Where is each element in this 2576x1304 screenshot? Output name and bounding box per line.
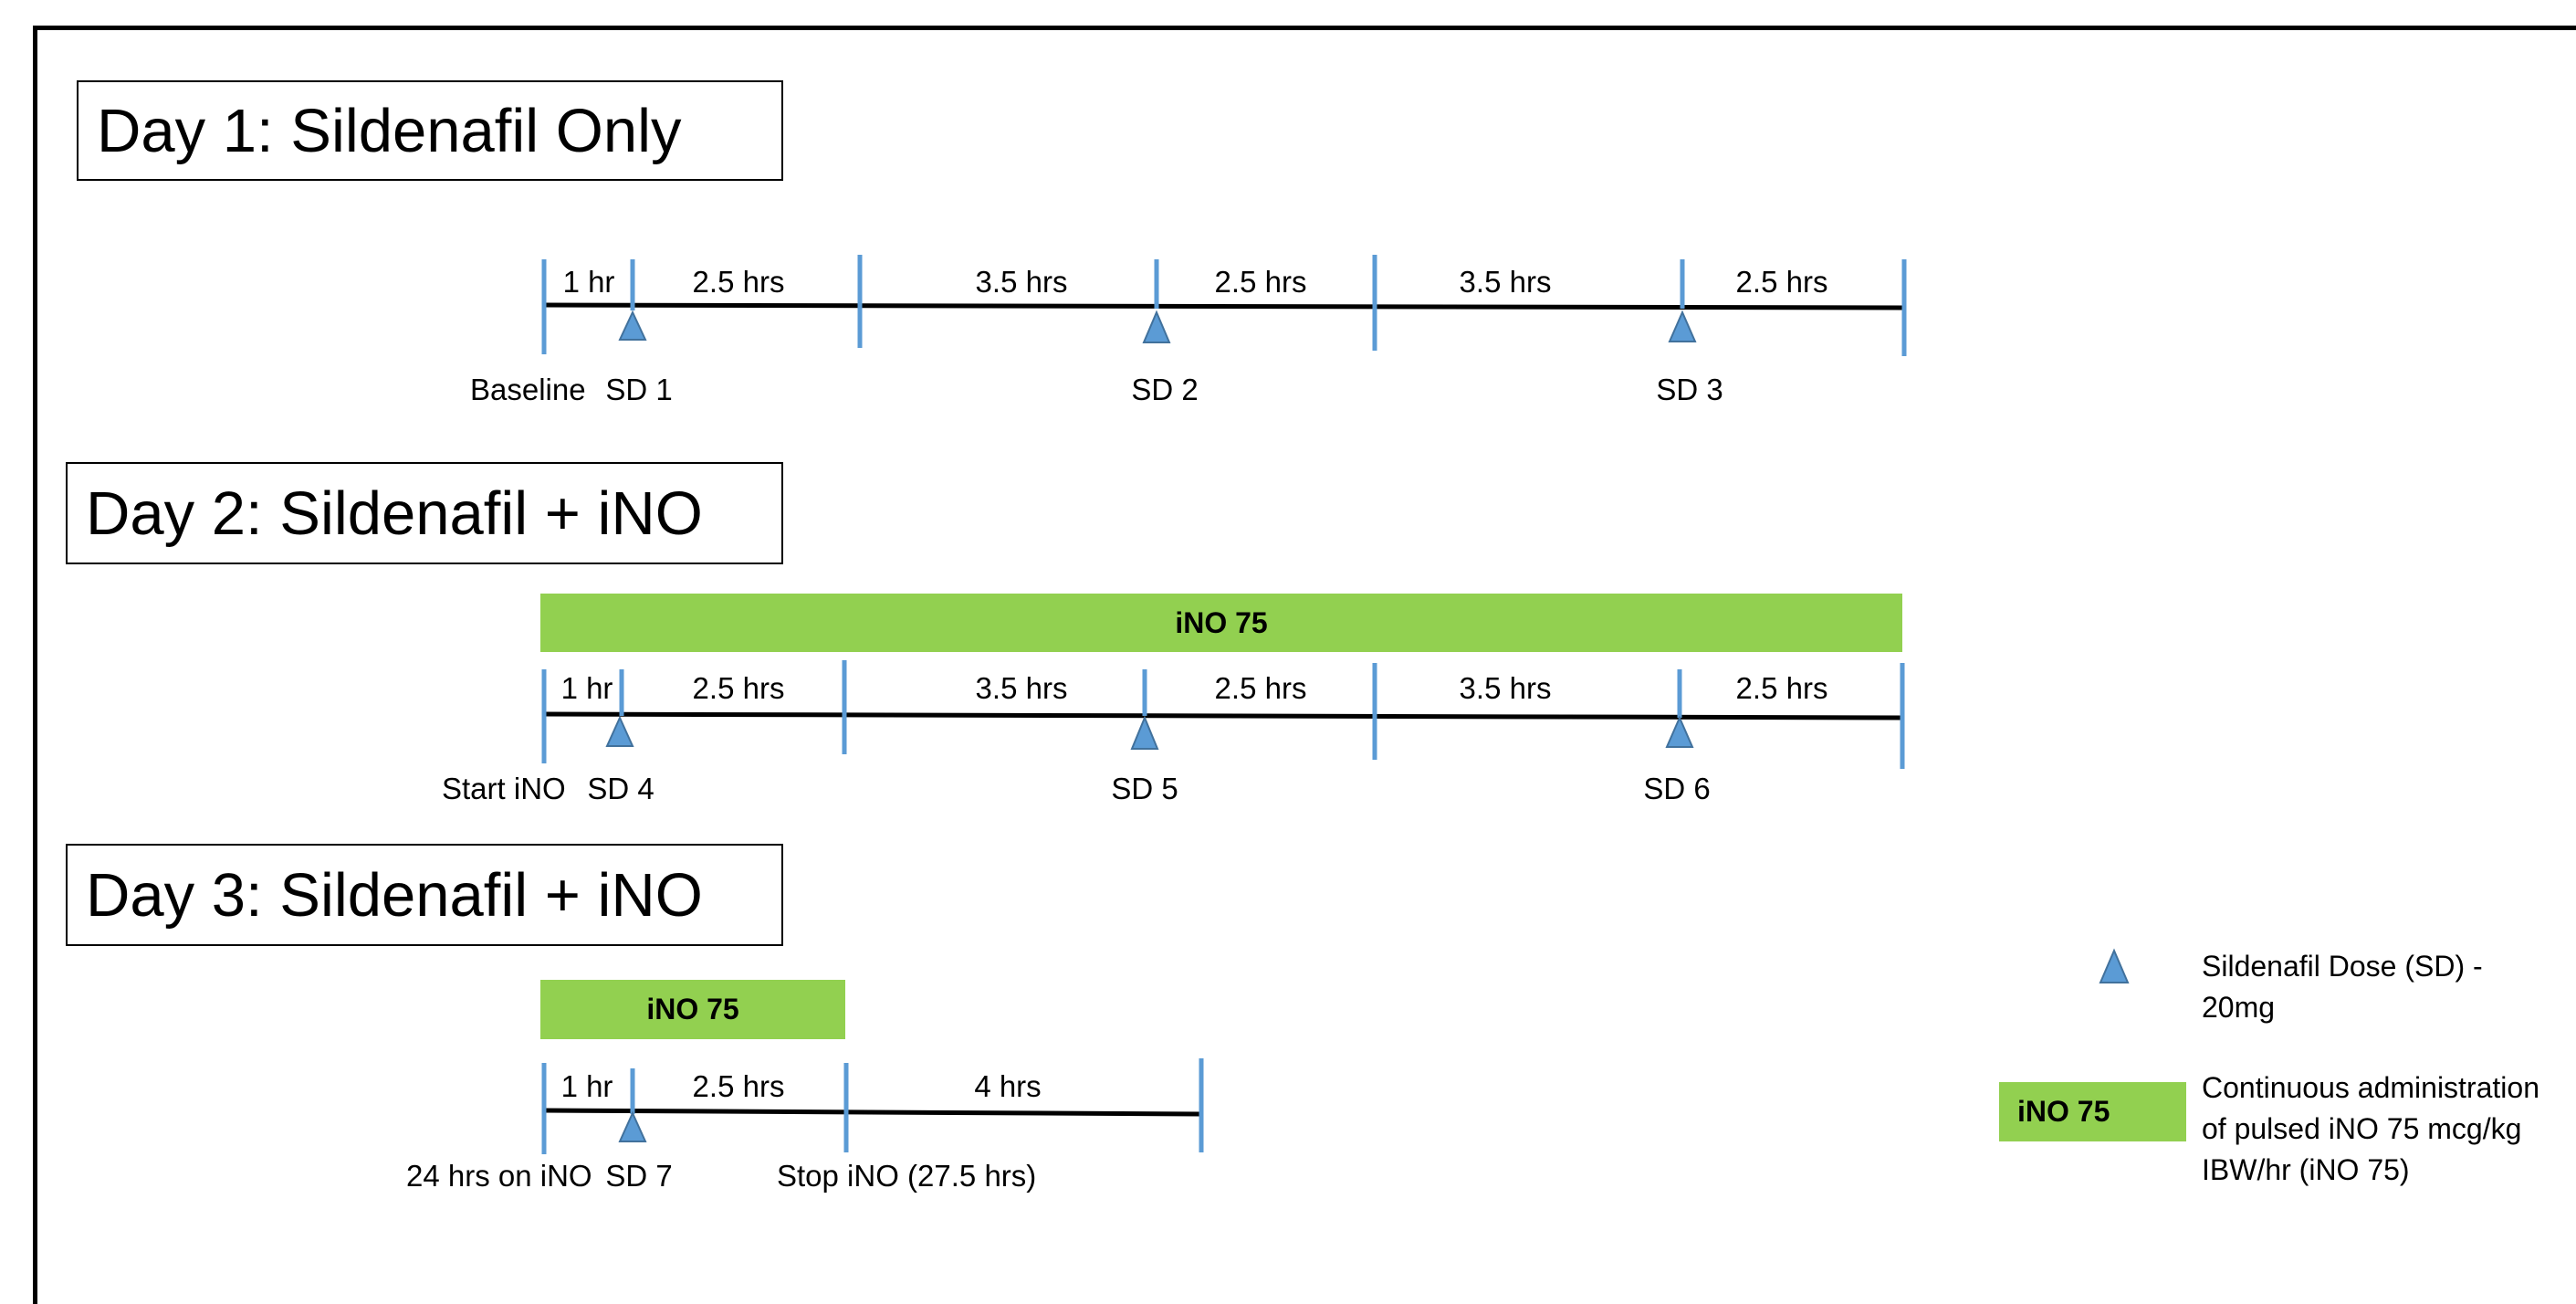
day1-sd3-label: SD 3 bbox=[1656, 373, 1723, 406]
day1-axis-line bbox=[543, 302, 1905, 310]
day1-sd1-triangle bbox=[618, 310, 647, 341]
day2-axis-line bbox=[543, 711, 1905, 720]
day3-axis-line bbox=[543, 1108, 1202, 1117]
day3-segment-3: 4 hrs bbox=[974, 1069, 1042, 1103]
day3-title: Day 3: Sildenafil + iNO bbox=[66, 844, 783, 946]
day2-segment-6: 2.5 hrs bbox=[1735, 671, 1828, 705]
day2-segment-4: 2.5 hrs bbox=[1214, 671, 1307, 705]
day1-segment-2: 2.5 hrs bbox=[692, 265, 785, 299]
day1-segment-3: 3.5 hrs bbox=[975, 265, 1068, 299]
day3-timeline bbox=[541, 1058, 1204, 1154]
day3-start-label: 24 hrs on iNO bbox=[406, 1159, 592, 1193]
legend-ino-text: Continuous administration of pulsed iNO … bbox=[2202, 1071, 2539, 1186]
day2-title: Day 2: Sildenafil + iNO bbox=[66, 462, 783, 564]
day2-start-ino-label: Start iNO bbox=[442, 772, 566, 805]
day3-segment-2: 2.5 hrs bbox=[692, 1069, 785, 1103]
day1-segment-6: 2.5 hrs bbox=[1735, 265, 1828, 299]
day2-sd4-triangle bbox=[605, 715, 634, 747]
day2-sd4-label: SD 4 bbox=[587, 772, 654, 805]
day3-sd7-label: SD 7 bbox=[605, 1159, 673, 1193]
day2-timeline bbox=[541, 660, 1905, 769]
day2-sd6-triangle bbox=[1665, 715, 1694, 748]
day1-title: Day 1: Sildenafil Only bbox=[77, 80, 783, 181]
day3-sd7-triangle bbox=[618, 1110, 647, 1142]
day2-sd6-label: SD 6 bbox=[1643, 772, 1711, 805]
day1-sd2-label: SD 2 bbox=[1131, 373, 1199, 406]
day2-segment-5: 3.5 hrs bbox=[1459, 671, 1552, 705]
day3-stop-ino-label: Stop iNO (27.5 hrs) bbox=[777, 1159, 1037, 1193]
day2-segment-2: 2.5 hrs bbox=[692, 671, 785, 705]
day1-sd1-label: SD 1 bbox=[605, 373, 673, 406]
day1-baseline-label: Baseline bbox=[470, 373, 586, 406]
day3-ino-bar: iNO 75 bbox=[540, 980, 845, 1039]
legend-ino-swatch: iNO 75 bbox=[1999, 1082, 2186, 1141]
legend-triangle-icon bbox=[2099, 948, 2130, 983]
day1-sd2-triangle bbox=[1142, 310, 1171, 343]
day1-timeline bbox=[541, 255, 1907, 356]
day1-segment-4: 2.5 hrs bbox=[1214, 265, 1307, 299]
day1-segment-5: 3.5 hrs bbox=[1459, 265, 1552, 299]
day3-segment-1: 1 hr bbox=[560, 1069, 613, 1103]
day2-segment-1: 1 hr bbox=[560, 671, 613, 705]
diagram-frame bbox=[33, 26, 2576, 1304]
day1-segment-1: 1 hr bbox=[562, 265, 615, 299]
day1-sd3-triangle bbox=[1668, 310, 1697, 342]
day2-ino-bar: iNO 75 bbox=[540, 594, 1902, 652]
legend-triangle-text: Sildenafil Dose (SD) - 20mg bbox=[2202, 950, 2483, 1024]
day2-sd5-triangle bbox=[1130, 715, 1159, 750]
day2-segment-3: 3.5 hrs bbox=[975, 671, 1068, 705]
day2-sd5-label: SD 5 bbox=[1111, 772, 1178, 805]
